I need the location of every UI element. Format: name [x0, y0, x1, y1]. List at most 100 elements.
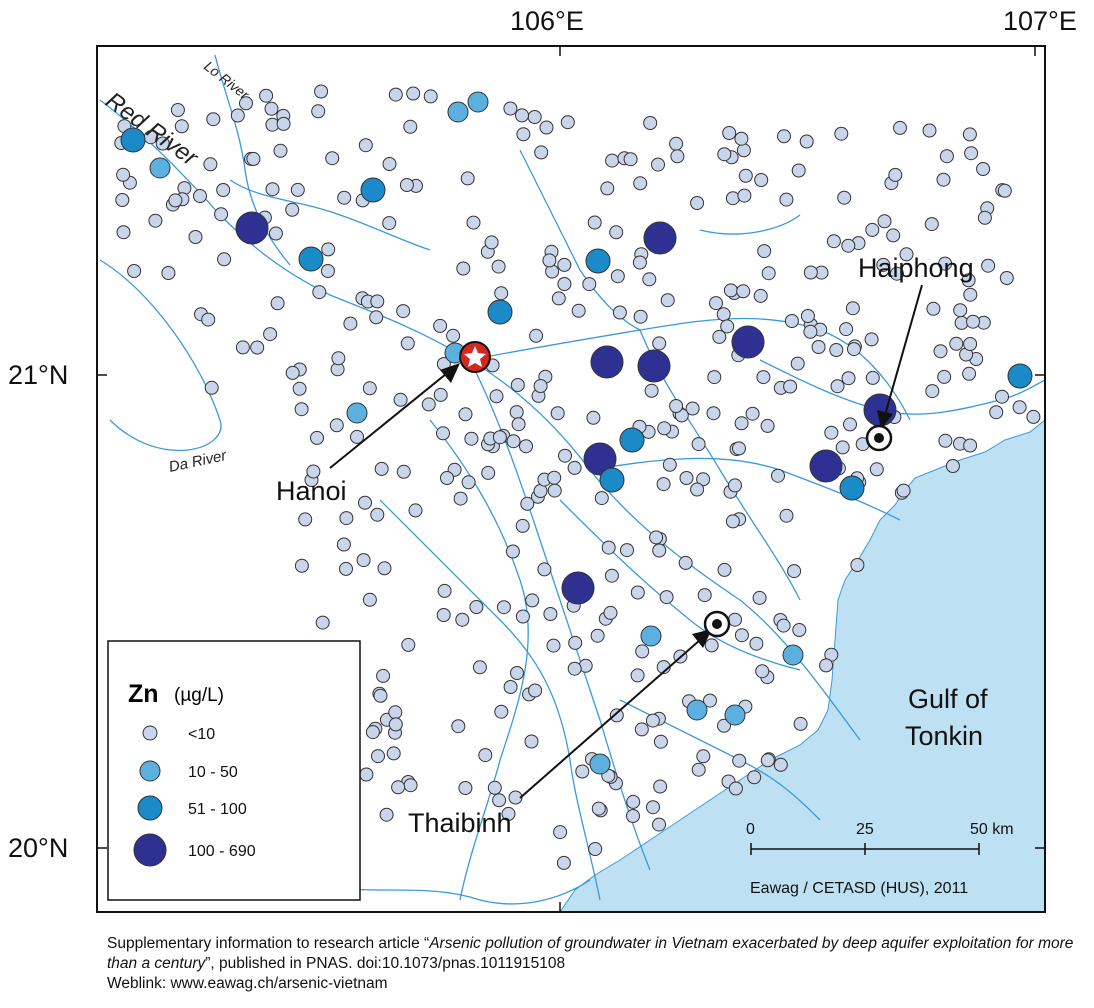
sample-point: [447, 101, 469, 123]
sample-point: [841, 371, 856, 386]
sample-point: [753, 288, 768, 303]
sample-point: [360, 177, 386, 203]
sample-point: [115, 193, 130, 207]
sample-point: [669, 399, 684, 413]
sample-point: [494, 704, 509, 719]
sample-point: [737, 188, 752, 203]
sample-point: [632, 255, 647, 270]
sample-point: [386, 746, 401, 761]
sample-point: [877, 214, 892, 229]
sample-point: [239, 96, 253, 111]
sample-point: [506, 434, 521, 449]
sample-point: [637, 349, 671, 383]
sample-point: [826, 234, 841, 249]
sample-point: [339, 511, 354, 526]
sample-point: [270, 296, 285, 311]
sample-point: [685, 401, 700, 416]
sample-point: [745, 406, 760, 421]
sample-point: [728, 478, 742, 493]
sea-label-line1: Gulf of: [908, 684, 988, 714]
sample-point: [995, 389, 1009, 404]
sample-point: [590, 628, 605, 643]
sample-point: [546, 638, 561, 653]
sample-point: [325, 151, 340, 166]
legend-label-10-50: 10 - 50: [188, 764, 238, 781]
thaibinh-marker: [703, 610, 731, 638]
sample-point: [374, 461, 389, 476]
hanoi-pointer: [329, 363, 460, 469]
legend-swatch-lt10: [142, 725, 158, 741]
sample-point: [458, 407, 473, 422]
sample-point: [161, 266, 176, 280]
sample-point: [603, 605, 618, 620]
sample-point: [206, 112, 221, 127]
sample-point: [246, 151, 261, 166]
sample-point: [489, 389, 504, 404]
sample-point: [315, 615, 330, 630]
sample-point: [966, 314, 980, 329]
sample-point: [678, 555, 693, 570]
sample-point: [543, 607, 558, 621]
sample-point: [642, 272, 657, 287]
sample-point: [503, 680, 518, 694]
caption-title: Arsenic pollution of groundwater in Viet…: [107, 935, 1074, 972]
sample-point: [623, 152, 638, 167]
sample-point: [174, 119, 189, 134]
sample-point: [773, 757, 788, 772]
sample-point: [888, 167, 903, 182]
sample-point: [155, 136, 170, 151]
sample-point: [835, 440, 850, 455]
sample-point: [760, 418, 775, 433]
sample-point: [501, 806, 516, 821]
sample-point: [736, 143, 751, 158]
sample-point: [981, 258, 996, 273]
sample-point: [645, 713, 660, 728]
sample-point: [370, 507, 385, 522]
sample-point: [717, 718, 731, 733]
sample-point: [556, 855, 571, 870]
sample-point: [306, 464, 321, 479]
sample-point: [649, 530, 664, 545]
caption-weblink[interactable]: Weblink: www.eawag.ch/arsenic-vietnam: [107, 975, 388, 992]
sample-point: [961, 273, 976, 288]
sample-point: [839, 475, 865, 501]
sample-point: [510, 378, 525, 392]
sample-point: [542, 253, 557, 268]
scale-tick-0: 0: [746, 821, 755, 838]
sample-point: [359, 767, 374, 782]
sample-point: [716, 307, 731, 322]
legend-swatch-100-690: [133, 833, 167, 867]
sample-point: [585, 248, 611, 274]
sample-point: [456, 261, 471, 276]
sample-point: [586, 410, 601, 425]
sample-point: [953, 303, 968, 318]
sample-point: [358, 495, 372, 510]
scale-tick-50: 50 km: [970, 821, 1014, 838]
sample-point: [235, 211, 269, 245]
sample-point: [403, 119, 418, 134]
sample-point: [755, 664, 770, 679]
sample-point: [204, 380, 219, 395]
sample-point: [547, 483, 562, 498]
sample-point: [791, 163, 806, 178]
sample-point: [527, 110, 542, 124]
sample-point: [899, 247, 914, 262]
sample-point: [926, 301, 941, 316]
sample-point: [962, 366, 977, 381]
sample-point: [575, 764, 590, 779]
sample-point: [963, 287, 978, 302]
sample-point: [619, 427, 645, 453]
sample-point: [591, 801, 606, 816]
sample-point: [669, 136, 684, 151]
sample-point: [567, 661, 582, 676]
sample-point: [503, 101, 518, 116]
sample-point: [265, 182, 280, 197]
sample-point: [1012, 400, 1027, 415]
sample-point: [728, 781, 743, 796]
sample-point: [893, 120, 907, 135]
sample-point: [339, 561, 353, 576]
sample-point: [964, 146, 979, 161]
sample-point: [590, 345, 624, 379]
sample-point: [525, 593, 540, 608]
